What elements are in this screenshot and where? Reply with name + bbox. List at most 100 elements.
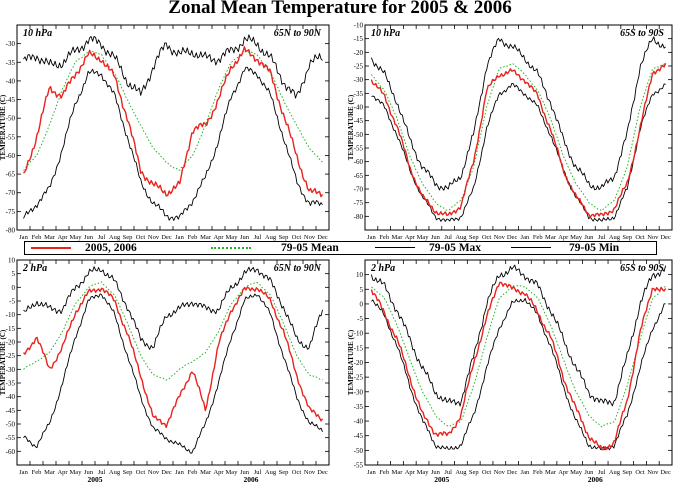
month-label: Feb [188, 469, 198, 476]
y-tick-label: -20 [6, 339, 16, 347]
month-label: May [417, 234, 430, 241]
month-label: Jan [521, 234, 530, 241]
y-tick-label: -25 [354, 374, 364, 382]
month-label: Jul [98, 234, 106, 241]
month-label: Jul [444, 234, 452, 241]
month-label: Dec [161, 234, 172, 241]
month-label: Oct [482, 469, 492, 476]
month-label: Dec [660, 234, 671, 241]
month-label: Jun [84, 234, 94, 241]
month-label: Sep [279, 469, 289, 476]
y-tick-label: -35 [354, 403, 364, 411]
year-label: 2006 [588, 475, 603, 484]
region-label: 65S to 90S [620, 28, 664, 39]
legend-swatch-min [511, 247, 551, 248]
series-line-79-05-mean [371, 285, 666, 428]
y-tick-label: 5 [360, 286, 364, 294]
y-tick-label: -35 [6, 380, 16, 388]
y-tick-label: -30 [354, 76, 364, 84]
month-label: Sep [123, 469, 133, 476]
y-tick-label: -40 [354, 418, 364, 426]
month-label: Mar [44, 234, 56, 241]
month-label: Mar [200, 469, 212, 476]
month-label: Jul [598, 234, 606, 241]
month-label: Dec [317, 234, 328, 241]
legend-label-min: 79-05 Min [569, 242, 620, 254]
month-label: Mar [392, 469, 404, 476]
month-label: Feb [533, 234, 543, 241]
month-label: Feb [533, 469, 543, 476]
y-axis-label: TEMPERATURE (C) [0, 94, 7, 160]
y-tick-label: -75 [6, 208, 16, 216]
y-tick-label: -10 [354, 330, 364, 338]
series-line-2005-2006 [370, 281, 667, 451]
month-label: Aug [609, 234, 621, 241]
y-tick-label: -30 [6, 40, 16, 48]
month-label: Nov [304, 234, 316, 241]
month-label: Jan [19, 234, 28, 241]
month-label: Nov [494, 469, 506, 476]
month-label: Apr [558, 469, 569, 476]
y-tick-label: 0 [360, 300, 364, 308]
y-tick-label: -50 [6, 421, 16, 429]
y-tick-label: -80 [6, 227, 16, 235]
y-tick-label: -25 [6, 352, 16, 360]
legend-label-max: 79-05 Max [429, 242, 482, 254]
month-label: Jun [431, 234, 441, 241]
month-label: Aug [455, 234, 467, 241]
y-tick-label: -15 [354, 35, 364, 43]
y-tick-label: -40 [6, 77, 16, 85]
series-line-79-05-max [370, 264, 667, 407]
month-label: Mar [44, 469, 56, 476]
y-axis-label: TEMPERATURE (C) [347, 94, 355, 160]
series-line-2005-2006 [23, 46, 324, 198]
y-tick-label: -45 [354, 117, 364, 125]
month-label: Nov [148, 234, 160, 241]
y-tick-label: -60 [6, 448, 16, 456]
month-label: Jun [431, 469, 441, 476]
level-label: 10 hPa [371, 28, 400, 39]
month-label: Aug [265, 234, 277, 241]
month-label: Sep [469, 234, 479, 241]
y-tick-label: -30 [354, 388, 364, 396]
month-label: Jan [521, 469, 530, 476]
month-label: Jan [367, 234, 376, 241]
plot-frame [16, 259, 330, 466]
page-title: Zonal Mean Temperature for 2005 & 2006 [168, 0, 512, 18]
month-label: May [570, 234, 583, 241]
month-label: Mar [545, 234, 557, 241]
y-tick-label: -70 [6, 189, 16, 197]
month-label: Apr [558, 234, 569, 241]
y-tick-label: -20 [354, 359, 364, 367]
y-tick-label: -60 [354, 158, 364, 166]
month-label: May [570, 469, 583, 476]
y-tick-label: -30 [6, 366, 16, 374]
y-tick-label: -55 [354, 145, 364, 153]
y-tick-label: -55 [6, 133, 16, 141]
y-tick-label: -65 [354, 172, 364, 180]
month-label: Dec [161, 469, 172, 476]
y-tick-label: -65 [6, 171, 16, 179]
y-tick-label: -15 [354, 344, 364, 352]
year-label: 2005 [434, 475, 449, 484]
month-label: Jun [240, 234, 250, 241]
month-label: Aug [109, 469, 121, 476]
month-label: Mar [545, 469, 557, 476]
legend: 2005, 2006 79-05 Mean 79-05 Max 79-05 Mi… [24, 241, 657, 255]
y-tick-label: 10 [8, 257, 16, 265]
y-tick-label: 0 [12, 284, 16, 292]
month-label: Sep [279, 234, 289, 241]
month-label: Jul [254, 234, 262, 241]
month-label: Nov [148, 469, 160, 476]
month-label: Oct [136, 469, 146, 476]
month-label: Feb [32, 234, 42, 241]
month-label: Aug [265, 469, 277, 476]
month-label: Jul [598, 469, 606, 476]
month-label: Jan [367, 469, 376, 476]
level-label: 10 hPa [23, 28, 52, 39]
month-label: Aug [455, 469, 467, 476]
month-label: May [226, 234, 239, 241]
series-line-79-05-min [23, 66, 323, 221]
y-tick-label: -45 [6, 407, 16, 415]
